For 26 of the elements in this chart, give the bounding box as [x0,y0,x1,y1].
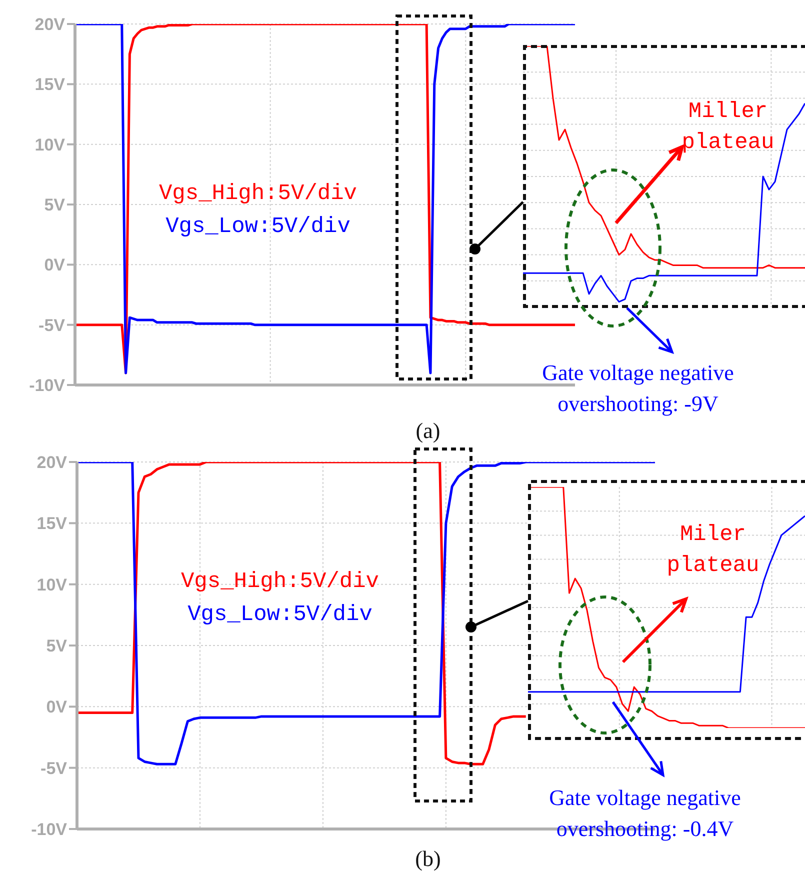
y-tick-label: 15V [34,75,66,94]
y-tick-label: -5V [38,316,66,335]
y-tick-label: 0V [46,698,68,717]
y-tick-label: 5V [46,636,68,656]
text: Vgs_Low:5V/div [186,601,374,629]
text: (b) [414,845,442,873]
text: (a) [414,417,442,445]
series-label: Vgs_Low:5V/div [164,213,352,241]
line-series [77,462,655,766]
line-series [77,462,528,766]
y-tick-label: -5V [40,758,68,778]
y-tick-label: 15V [36,514,68,534]
annotation: Miller plateau [680,98,776,157]
series-label: Vgs_High:5V/div [158,180,358,208]
y-tick-label: 10V [34,135,66,154]
y-tick-label: 5V [44,196,66,215]
y-tick-label: 0V [44,256,66,275]
annotation: Gate voltage negative overshooting: -9V [541,359,735,418]
y-tick-label: 20V [36,453,68,472]
annotation: Gate voltage negative overshooting: -0.4V [548,784,742,843]
y-tick-label: -10V [31,820,68,840]
annotation: Miler plateau [666,521,760,580]
y-tick-label: -10V [29,376,66,396]
text: Vgs_High:5V/div [180,568,380,596]
y-tick-label: 20V [34,15,66,34]
y-tick-label: 10V [36,575,68,594]
